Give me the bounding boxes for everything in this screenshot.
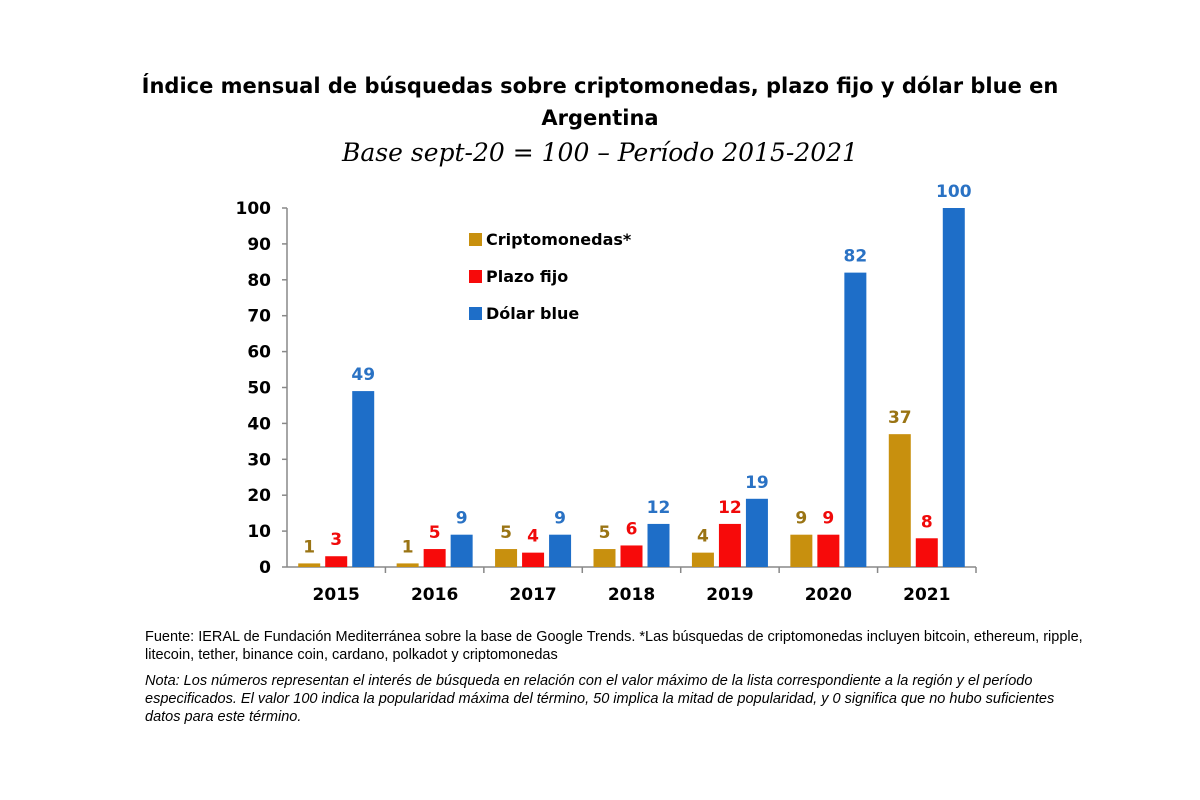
data-label: 19 [745, 473, 769, 493]
y-tick-label: 90 [247, 235, 271, 255]
bar-d-lar-blue-2021 [942, 208, 965, 567]
bar-criptomonedas--2020 [790, 534, 813, 567]
bar-d-lar-blue-2016 [450, 534, 473, 567]
legend-swatch [469, 233, 482, 246]
x-tick-label: 2021 [903, 585, 950, 605]
y-tick-label: 10 [247, 522, 271, 542]
data-label: 8 [921, 512, 933, 532]
bar-plazo-fijo-2021 [915, 538, 938, 567]
y-tick-label: 100 [236, 199, 272, 219]
data-label: 9 [456, 509, 468, 529]
data-label: 9 [795, 509, 807, 529]
data-label: 1 [303, 537, 315, 557]
data-label: 4 [527, 527, 539, 547]
y-tick-label: 40 [247, 414, 271, 434]
bar-plazo-fijo-2019 [718, 523, 741, 567]
x-tick-label: 2020 [805, 585, 852, 605]
legend-label: Dólar blue [486, 304, 579, 323]
x-tick-label: 2019 [706, 585, 753, 605]
data-label: 5 [429, 523, 441, 543]
data-label: 3 [330, 530, 342, 550]
legend-label: Plazo fijo [486, 267, 568, 286]
bar-plazo-fijo-2020 [817, 534, 840, 567]
legend-swatch [469, 307, 482, 320]
bar-d-lar-blue-2018 [647, 523, 670, 567]
data-label: 5 [500, 523, 512, 543]
bar-criptomonedas--2017 [495, 549, 518, 567]
bar-plazo-fijo-2015 [325, 556, 348, 567]
data-label: 1 [402, 537, 414, 557]
data-label: 6 [626, 519, 638, 539]
bar-plazo-fijo-2016 [423, 549, 446, 567]
bar-d-lar-blue-2017 [549, 534, 572, 567]
y-tick-label: 80 [247, 271, 271, 291]
y-tick-label: 20 [247, 486, 271, 506]
x-tick-label: 2018 [608, 585, 655, 605]
chart-title: Índice mensual de búsquedas sobre cripto… [0, 70, 1200, 134]
data-label: 82 [844, 247, 868, 267]
bar-d-lar-blue-2015 [352, 391, 375, 567]
bar-criptomonedas--2016 [396, 563, 419, 567]
chart-subtitle: Base sept-20 = 100 – Período 2015-2021 [342, 138, 858, 167]
data-label: 12 [718, 498, 742, 518]
data-label: 12 [647, 498, 671, 518]
legend-swatch [469, 270, 482, 283]
legend-label: Criptomonedas* [486, 230, 632, 249]
x-tick-label: 2015 [313, 585, 360, 605]
chart-title-line-2: Argentina [541, 106, 659, 130]
bar-criptomonedas--2018 [593, 549, 616, 567]
chart-title-line-1: Índice mensual de búsquedas sobre cripto… [141, 74, 1059, 98]
data-label: 5 [599, 523, 611, 543]
data-label: 37 [888, 408, 912, 428]
y-tick-label: 0 [259, 558, 271, 578]
data-label: 9 [822, 509, 834, 529]
y-tick-label: 50 [247, 379, 271, 399]
bar-d-lar-blue-2019 [745, 498, 768, 567]
y-tick-label: 70 [247, 307, 271, 327]
bar-plazo-fijo-2018 [620, 545, 643, 567]
y-tick-label: 30 [247, 450, 271, 470]
x-tick-label: 2016 [411, 585, 458, 605]
bar-plazo-fijo-2017 [522, 552, 545, 567]
methodology-note: Nota: Los números representan el interés… [145, 673, 1055, 725]
data-label: 9 [554, 509, 566, 529]
source-note: Fuente: IERAL de Fundación Mediterránea … [145, 629, 1083, 663]
data-label: 49 [351, 365, 375, 385]
data-label: 4 [697, 527, 709, 547]
y-tick-label: 60 [247, 343, 271, 363]
bar-criptomonedas--2015 [298, 563, 321, 567]
x-tick-label: 2017 [509, 585, 556, 605]
bar-d-lar-blue-2020 [844, 272, 867, 567]
bar-criptomonedas--2021 [888, 434, 911, 567]
data-label: 100 [936, 182, 972, 202]
bar-criptomonedas--2019 [691, 552, 714, 567]
